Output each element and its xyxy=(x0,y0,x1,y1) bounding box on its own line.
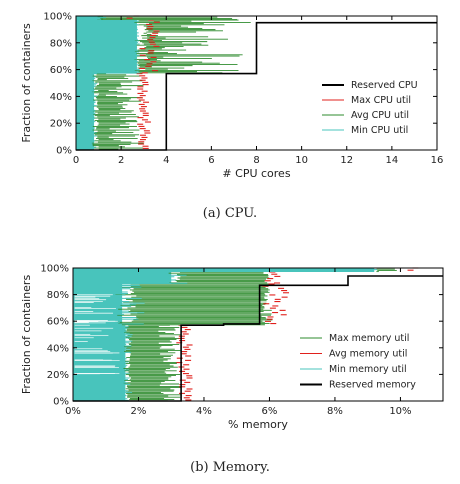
memory-y-tick-label: 60% xyxy=(47,317,69,328)
cpu-legend-label: Avg CPU util xyxy=(351,110,409,121)
cpu-x-axis-label: # CPU cores xyxy=(222,167,290,180)
memory-band-1 xyxy=(73,283,290,326)
memory-x-tick-label: 4% xyxy=(196,406,212,417)
cpu-x-tick-label: 4 xyxy=(163,155,169,166)
memory-x-axis-label: % memory xyxy=(228,418,288,431)
memory-legend-label: Reserved memory xyxy=(329,380,416,391)
cpu-band-2 xyxy=(76,15,238,21)
cpu-y-tick-label: 100% xyxy=(43,12,72,23)
memory-chart: 0% 2% 4% 6% 8% 10% 0% 20% 40% 60% 80% 100% % memor… xyxy=(20,264,444,475)
cpu-y-tick-label: 60% xyxy=(50,65,72,76)
memory-plot-frame xyxy=(72,267,444,402)
memory-x-ticks: 0% 2% 4% 6% 8% 10% xyxy=(65,268,412,417)
cpu-x-tick-label: 12 xyxy=(340,155,353,166)
cpu-legend-label: Min CPU util xyxy=(351,125,408,136)
cpu-x-tick-label: 10 xyxy=(295,155,308,166)
memory-legend-label: Max memory util xyxy=(329,333,409,344)
memory-x-tick-label: 2% xyxy=(131,406,147,417)
memory-legend-label: Min memory util xyxy=(329,364,407,375)
cpu-x-tick-label: 16 xyxy=(431,155,444,166)
cpu-y-axis-label: Fraction of containers xyxy=(20,23,33,143)
cpu-y-tick-label: 20% xyxy=(50,119,72,130)
cpu-x-tick-label: 6 xyxy=(208,155,214,166)
memory-y-tick-label: 0% xyxy=(53,397,69,408)
cpu-x-tick-label: 2 xyxy=(118,155,124,166)
memory-util-bands xyxy=(73,267,419,402)
memory-reserved-line-group xyxy=(73,275,443,402)
memory-x-tick-label: 0% xyxy=(65,406,81,417)
cpu-y-ticks: 0% 20% 40% 60% 80% 100% xyxy=(43,12,437,157)
cpu-util-bands xyxy=(76,15,251,150)
memory-legend: Max memory util Avg memory util Min memory… xyxy=(300,333,416,391)
cpu-chart: 0 2 4 6 8 10 12 14 16 0% 20% 40% 60% 80% 100% # CPU c… xyxy=(20,12,443,222)
cpu-caption: (a) CPU. xyxy=(203,206,257,221)
memory-x-tick-label: 8% xyxy=(327,406,343,417)
memory-band-2 xyxy=(73,271,281,284)
cpu-y-tick-label: 40% xyxy=(50,92,72,103)
cpu-x-tick-label: 0 xyxy=(73,155,79,166)
cpu-y-tick-label: 0% xyxy=(56,146,72,157)
cpu-x-ticks: 0 2 4 6 8 10 12 14 16 xyxy=(73,16,444,166)
memory-y-tick-label: 80% xyxy=(47,290,69,301)
memory-legend-label: Avg memory util xyxy=(329,349,407,360)
cpu-x-tick-label: 8 xyxy=(253,155,259,166)
memory-x-tick-label: 6% xyxy=(262,406,278,417)
memory-y-ticks: 0% 20% 40% 60% 80% 100% xyxy=(40,264,443,408)
memory-band-3 xyxy=(73,267,419,273)
memory-y-axis-label: Fraction of containers xyxy=(20,275,33,395)
memory-reserved-line xyxy=(73,275,443,402)
cpu-x-tick-label: 14 xyxy=(386,155,399,166)
memory-min-streaks xyxy=(74,294,120,375)
memory-y-tick-label: 20% xyxy=(47,370,69,381)
memory-caption: (b) Memory. xyxy=(190,460,270,475)
cpu-legend: Reserved CPU Max CPU util Avg CPU util Min … xyxy=(322,80,418,136)
cpu-legend-label: Max CPU util xyxy=(351,95,411,106)
cpu-y-tick-label: 80% xyxy=(50,38,72,49)
cpu-legend-label: Reserved CPU xyxy=(351,80,418,91)
cpu-band-1 xyxy=(76,19,251,74)
memory-band-0 xyxy=(73,324,193,402)
cpu-band-0 xyxy=(76,73,151,150)
memory-y-tick-label: 100% xyxy=(40,264,69,275)
memory-y-tick-label: 40% xyxy=(47,343,69,354)
memory-x-tick-label: 10% xyxy=(389,406,411,417)
